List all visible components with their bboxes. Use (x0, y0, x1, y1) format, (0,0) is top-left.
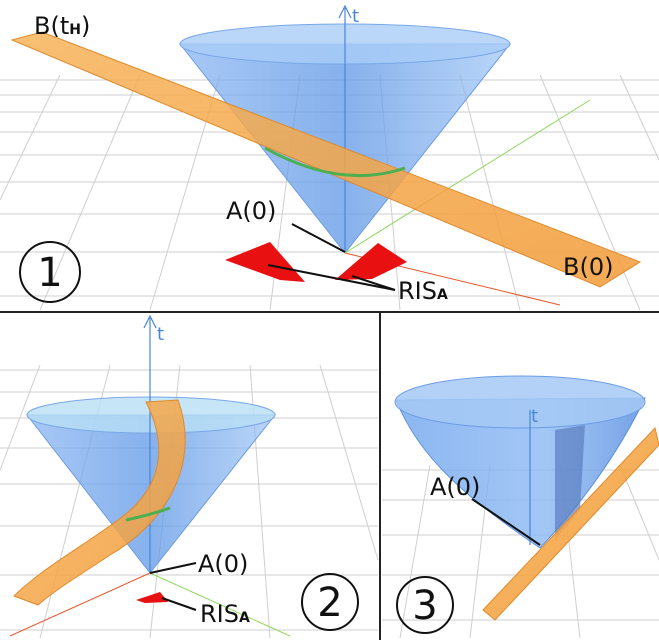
panel-3-number: 3 (412, 583, 437, 629)
panel-1-plane (10, 31, 642, 288)
panel-2-x-axis (9, 572, 151, 637)
panel-1: t B(tH) A(0) B(0) RISA 1 (0, 4, 659, 311)
panel-2-t-arrow (143, 314, 157, 329)
panel-1-ris-right (335, 243, 407, 280)
panel-3-cone-top (394, 375, 646, 429)
panel-1-y-axis (344, 99, 591, 254)
panel-2-ris-leader (161, 597, 197, 611)
panel-3-plane (482, 426, 659, 621)
panel-2-cone-top (26, 396, 276, 434)
panel-1-b0-label: B(0) (563, 253, 613, 281)
panel-3-t-label: t (531, 406, 538, 427)
panel-3-a0-leader (471, 498, 541, 546)
panel-1-intersection (264, 146, 406, 177)
panel-2-number: 2 (317, 580, 342, 626)
panel-1-ris-left (225, 242, 305, 282)
panel-2-y-axis (149, 572, 291, 637)
panel-1-t-arrow (338, 4, 352, 19)
panel-2-t-label: t (157, 324, 164, 345)
panel-2-ris (136, 592, 168, 603)
panel-1-number: 1 (37, 250, 62, 296)
panel-1-number-circle (19, 241, 81, 303)
panel-3-number-circle (396, 576, 454, 634)
panel-1-ris-leader-2 (351, 275, 396, 291)
panel-2-ris-label: RISA (200, 600, 250, 628)
panel-2-a0-leader (149, 562, 197, 574)
panel-2-intersection (125, 506, 171, 522)
panel-1-t-label: t (352, 6, 359, 27)
panel-2-number-circle (301, 573, 359, 631)
panel-1-a0-leader (291, 223, 346, 253)
panel-1-a0-label: A(0) (226, 197, 276, 225)
panel-1-bth-label: B(tH) (34, 12, 90, 40)
panel-3: t A(0) 3 (382, 375, 659, 639)
panel-2-a0-label: A(0) (198, 550, 248, 578)
panel-2-tube (13, 399, 186, 606)
panel-3-a0-label: A(0) (430, 473, 480, 501)
panel-1-ris-label: RISA (398, 277, 448, 305)
panel-1-ris-leader-1 (267, 264, 396, 291)
panel-2: t A(0) RISA 2 (0, 314, 379, 639)
